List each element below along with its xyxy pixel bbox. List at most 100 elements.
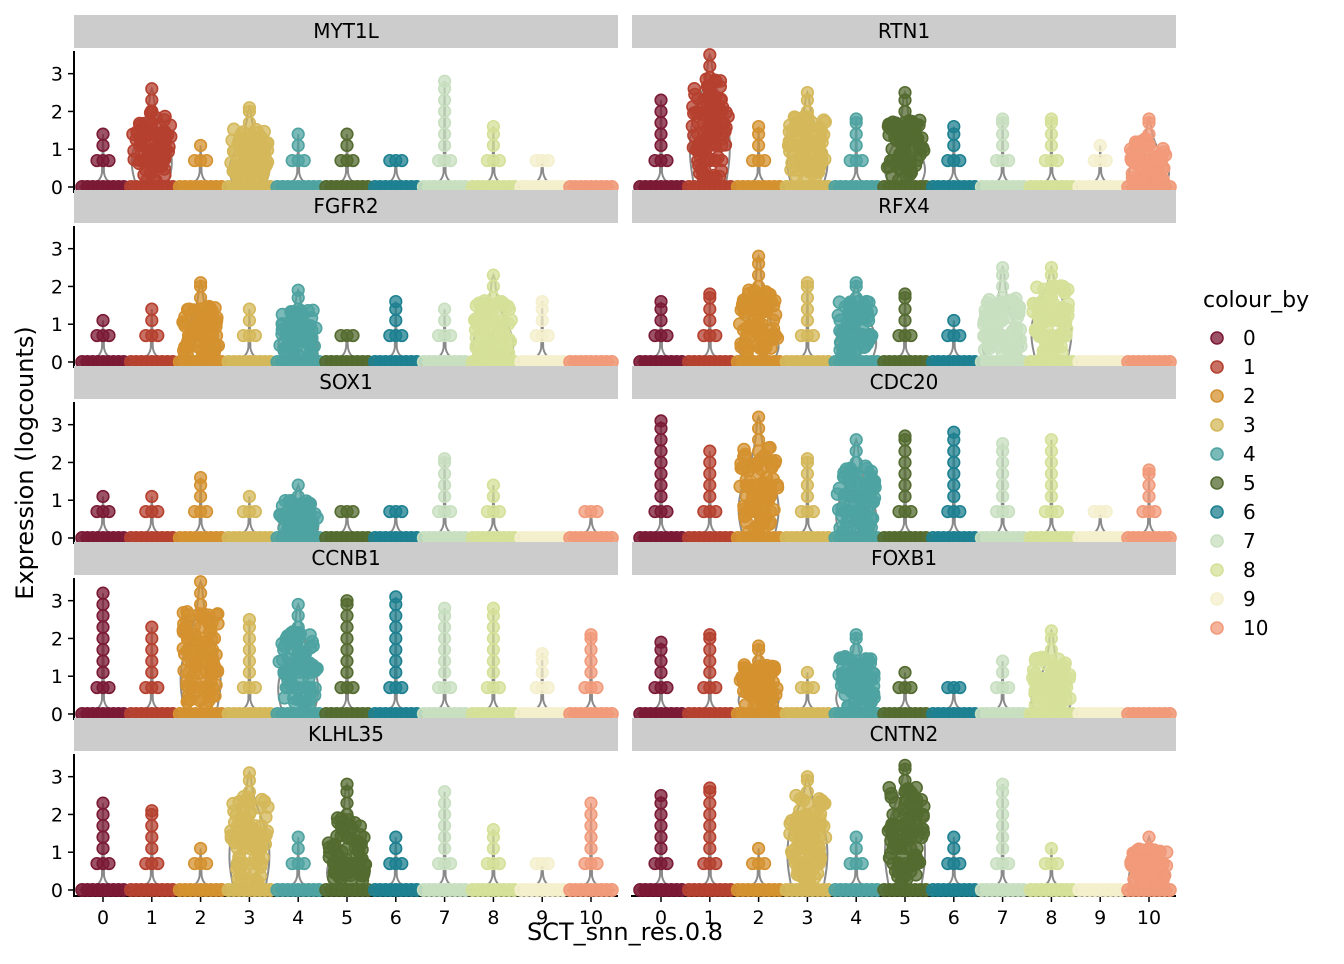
data-point (541, 328, 555, 343)
data-point (242, 612, 256, 627)
data-point (891, 869, 905, 884)
data-point (1001, 856, 1016, 871)
y-tick-label: 1 (51, 139, 63, 161)
data-point (102, 504, 116, 519)
y-tick-label: 0 (51, 880, 63, 902)
data-point (995, 796, 1010, 810)
data-point (389, 609, 403, 623)
data-point (261, 800, 275, 814)
data-point (242, 785, 256, 799)
data-point (806, 328, 821, 343)
legend-label: 9 (1243, 587, 1256, 611)
data-point (751, 279, 766, 294)
data-point (751, 700, 766, 715)
data-point (102, 328, 116, 343)
data-point (660, 328, 674, 343)
data-point (855, 856, 869, 871)
data-point (181, 608, 195, 622)
data-point (291, 138, 305, 153)
data-point (438, 807, 452, 822)
data-point (486, 291, 501, 305)
data-point (910, 153, 924, 168)
data-point (757, 153, 772, 168)
data-point (995, 138, 1010, 153)
data-point (249, 874, 264, 889)
facet-panel-foxb1: FOXB1 (632, 542, 1177, 721)
data-point (590, 504, 604, 519)
data-point (486, 654, 501, 668)
data-point (709, 504, 723, 519)
data-point (1044, 841, 1058, 856)
data-point (812, 819, 827, 833)
data-point (492, 153, 507, 168)
data-point (297, 153, 311, 168)
data-point (254, 830, 268, 844)
data-point (767, 456, 782, 471)
data-point (1053, 692, 1068, 707)
data-point (1036, 347, 1051, 362)
data-point (654, 104, 668, 119)
data-point (340, 665, 354, 680)
y-tick-label: 0 (51, 528, 63, 550)
data-point (806, 504, 821, 519)
data-point (740, 343, 755, 358)
data-point (242, 116, 256, 130)
data-point (96, 665, 110, 680)
data-point (242, 489, 256, 504)
data-point (242, 631, 256, 646)
facet-panel-ccnb1: CCNB1 0 1 2 3 (51, 542, 619, 726)
data-point (849, 313, 863, 328)
data-point (438, 620, 452, 634)
data-point (242, 796, 256, 810)
data-point (910, 819, 924, 833)
data-point (438, 796, 452, 810)
data-point (995, 489, 1010, 504)
data-point (751, 313, 766, 328)
data-point (654, 788, 668, 803)
y-tick-label: 2 (51, 628, 63, 650)
data-point (849, 467, 863, 481)
data-point (995, 436, 1010, 451)
x-tick-label: 0 (655, 907, 667, 929)
data-point (194, 291, 208, 305)
data-point (151, 328, 165, 343)
data-point (947, 313, 961, 328)
data-point (486, 489, 501, 504)
facet-panel-cntn2: CNTN2 0 1 2 3 4 5 6 7 8 9 10 (631, 718, 1177, 929)
data-point (306, 639, 320, 653)
data-point (485, 347, 500, 361)
data-point (800, 467, 815, 481)
data-point (1099, 504, 1113, 519)
data-point (486, 268, 501, 282)
data-point (242, 302, 256, 316)
data-point (995, 291, 1010, 305)
data-point (709, 680, 723, 695)
data-point (1044, 138, 1058, 153)
data-point (157, 153, 171, 168)
x-tick-label: 4 (292, 907, 304, 929)
data-point (438, 631, 452, 646)
data-point (703, 807, 717, 822)
data-point (486, 841, 501, 856)
data-point (102, 153, 116, 168)
data-point (140, 173, 154, 188)
data-point (838, 649, 852, 664)
data-point (291, 654, 305, 668)
data-point (995, 830, 1010, 844)
data-point (1142, 830, 1156, 844)
data-point (1099, 153, 1113, 168)
y-tick-label: 1 (51, 842, 63, 864)
data-point (849, 444, 863, 458)
data-point (703, 478, 717, 492)
data-point (590, 680, 604, 695)
data-point (340, 609, 354, 623)
x-tick-label: 8 (1045, 907, 1057, 929)
data-point (1001, 680, 1016, 695)
data-point (584, 796, 598, 810)
facet-panel-klhl35: KLHL35 0 1 2 3 0 1 2 3 4 5 6 7 8 9 10 (51, 718, 619, 929)
data-point (849, 291, 863, 305)
y-tick-label: 3 (51, 591, 63, 613)
data-point (977, 342, 992, 357)
